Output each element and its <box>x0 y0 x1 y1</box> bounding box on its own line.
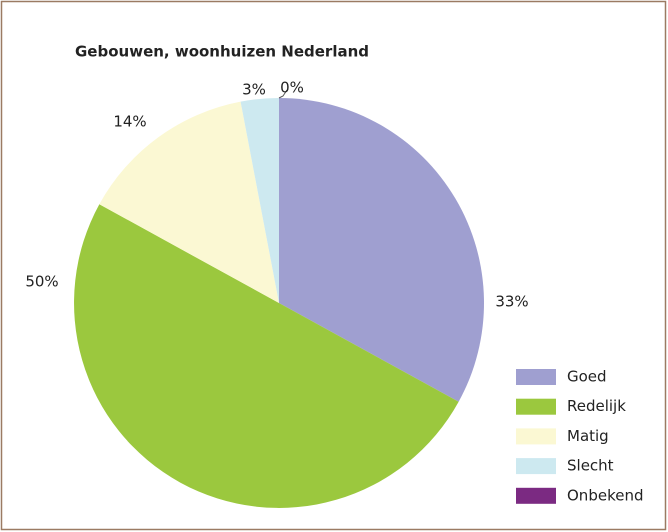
legend-label: Slecht <box>567 457 614 475</box>
legend-label: Redelijk <box>567 397 626 415</box>
data-label: 3% <box>242 81 266 99</box>
leader-line <box>278 89 288 99</box>
chart-title: Gebouwen, woonhuizen Nederland <box>75 43 369 61</box>
legend-label: Onbekend <box>567 486 643 504</box>
legend-label: Goed <box>567 368 607 386</box>
data-label: 33% <box>495 293 528 311</box>
data-label: 50% <box>25 273 58 291</box>
legend-swatch <box>516 458 556 475</box>
pie-slice <box>240 98 279 303</box>
pie-slice <box>74 204 459 508</box>
legend-swatch <box>516 398 556 415</box>
pie-slice <box>99 101 279 304</box>
data-label: 14% <box>113 113 146 131</box>
legend-label: Matig <box>567 427 609 445</box>
data-label: 0% <box>280 79 304 97</box>
legend-swatch <box>516 369 556 385</box>
legend-swatch <box>516 428 556 445</box>
legend-swatch <box>516 487 556 504</box>
pie-slice <box>279 98 484 402</box>
